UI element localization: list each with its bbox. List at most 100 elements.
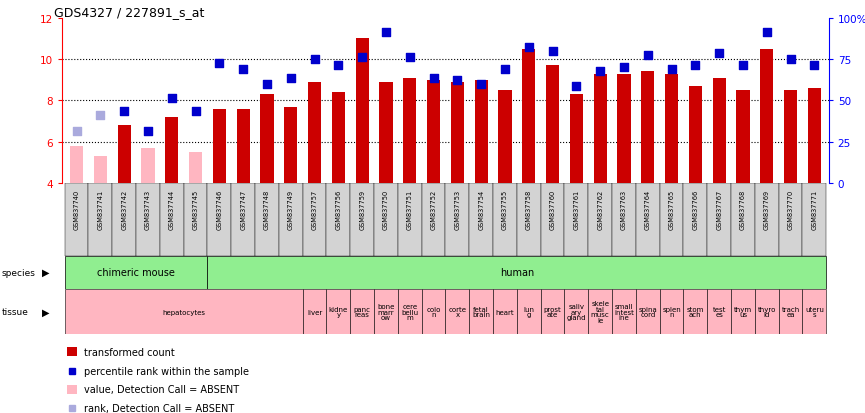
Bar	[65, 184, 88, 256]
Bar	[731, 184, 755, 256]
Bar	[231, 184, 255, 256]
Point	[426, 75, 440, 82]
Bar	[350, 289, 374, 335]
Text: GSM837768: GSM837768	[740, 190, 746, 230]
Bar	[326, 184, 350, 256]
Point	[356, 55, 369, 61]
Bar	[213, 109, 226, 184]
Point	[118, 108, 131, 115]
Text: GSM837767: GSM837767	[716, 190, 722, 230]
Text: trach
ea: trach ea	[781, 306, 800, 318]
Bar	[350, 184, 374, 256]
Bar	[189, 153, 202, 184]
Text: GSM837743: GSM837743	[145, 190, 151, 230]
Text: GSM837741: GSM837741	[98, 190, 103, 230]
Bar	[332, 93, 345, 184]
Bar	[660, 289, 683, 335]
Bar	[308, 83, 321, 184]
Bar	[636, 184, 660, 256]
Bar	[118, 126, 131, 184]
Text: GSM837763: GSM837763	[621, 190, 627, 230]
Text: value, Detection Call = ABSENT: value, Detection Call = ABSENT	[84, 384, 239, 394]
Text: heart: heart	[496, 309, 515, 315]
Text: GSM837762: GSM837762	[597, 190, 603, 230]
Text: GSM837758: GSM837758	[526, 190, 532, 230]
Point	[546, 48, 560, 55]
Bar	[470, 289, 493, 335]
Bar	[588, 289, 612, 335]
Point	[213, 61, 227, 67]
Point	[593, 69, 607, 76]
Bar	[255, 184, 279, 256]
Text: corte
x: corte x	[448, 306, 466, 318]
Text: thym
us: thym us	[734, 306, 752, 318]
Text: GSM837740: GSM837740	[74, 190, 80, 230]
Bar	[708, 289, 731, 335]
Text: rank, Detection Call = ABSENT: rank, Detection Call = ABSENT	[84, 403, 234, 413]
Point	[736, 63, 750, 69]
Text: GSM837751: GSM837751	[407, 190, 413, 230]
Point	[189, 108, 202, 115]
Text: GDS4327 / 227891_s_at: GDS4327 / 227891_s_at	[54, 6, 204, 19]
Point	[807, 63, 821, 69]
Point	[569, 83, 583, 90]
Bar	[380, 83, 393, 184]
Text: prost
ate: prost ate	[544, 306, 561, 318]
Point	[331, 63, 345, 69]
Text: percentile rank within the sample: percentile rank within the sample	[84, 366, 249, 375]
Bar	[493, 289, 517, 335]
Bar	[160, 184, 183, 256]
Text: kidne
y: kidne y	[329, 306, 348, 318]
Bar	[778, 289, 803, 335]
Bar	[445, 184, 470, 256]
Text: species: species	[2, 268, 35, 277]
Text: hepatocytes: hepatocytes	[162, 309, 205, 315]
Bar	[784, 91, 798, 184]
Bar	[517, 289, 541, 335]
Text: bone
marr
ow: bone marr ow	[377, 303, 394, 320]
Bar	[141, 149, 155, 184]
Bar	[445, 289, 470, 335]
Text: panc
reas: panc reas	[354, 306, 371, 318]
Point	[712, 50, 726, 57]
Point	[664, 67, 678, 74]
Bar	[570, 95, 583, 184]
Bar	[303, 289, 326, 335]
Bar	[517, 184, 541, 256]
Bar	[760, 50, 773, 184]
Text: tissue: tissue	[2, 307, 29, 316]
Text: GSM837766: GSM837766	[692, 190, 698, 230]
Text: colo
n: colo n	[426, 306, 441, 318]
Bar	[421, 184, 445, 256]
Bar	[374, 289, 398, 335]
Bar	[67, 385, 78, 394]
Point	[308, 57, 322, 63]
Bar	[421, 289, 445, 335]
Text: GSM837744: GSM837744	[169, 190, 175, 230]
Bar	[208, 256, 826, 289]
Bar	[374, 184, 398, 256]
Bar	[541, 184, 565, 256]
Bar	[708, 184, 731, 256]
Bar	[356, 39, 368, 184]
Bar	[593, 74, 606, 184]
Text: GSM837756: GSM837756	[336, 190, 342, 230]
Bar	[326, 289, 350, 335]
Text: ▶: ▶	[42, 307, 49, 317]
Bar	[660, 184, 683, 256]
Text: GSM837755: GSM837755	[502, 190, 508, 230]
Text: GSM837761: GSM837761	[573, 190, 580, 230]
Bar	[403, 78, 416, 184]
Bar	[303, 184, 326, 256]
Text: lun
g: lun g	[523, 306, 535, 318]
Bar	[588, 184, 612, 256]
Bar	[713, 78, 726, 184]
Text: GSM837765: GSM837765	[669, 190, 675, 230]
Bar	[208, 184, 231, 256]
Text: GSM837752: GSM837752	[431, 190, 437, 230]
Bar	[136, 184, 160, 256]
Point	[70, 129, 84, 135]
Point	[498, 67, 512, 74]
Bar	[112, 184, 136, 256]
Text: GSM837759: GSM837759	[359, 190, 365, 230]
